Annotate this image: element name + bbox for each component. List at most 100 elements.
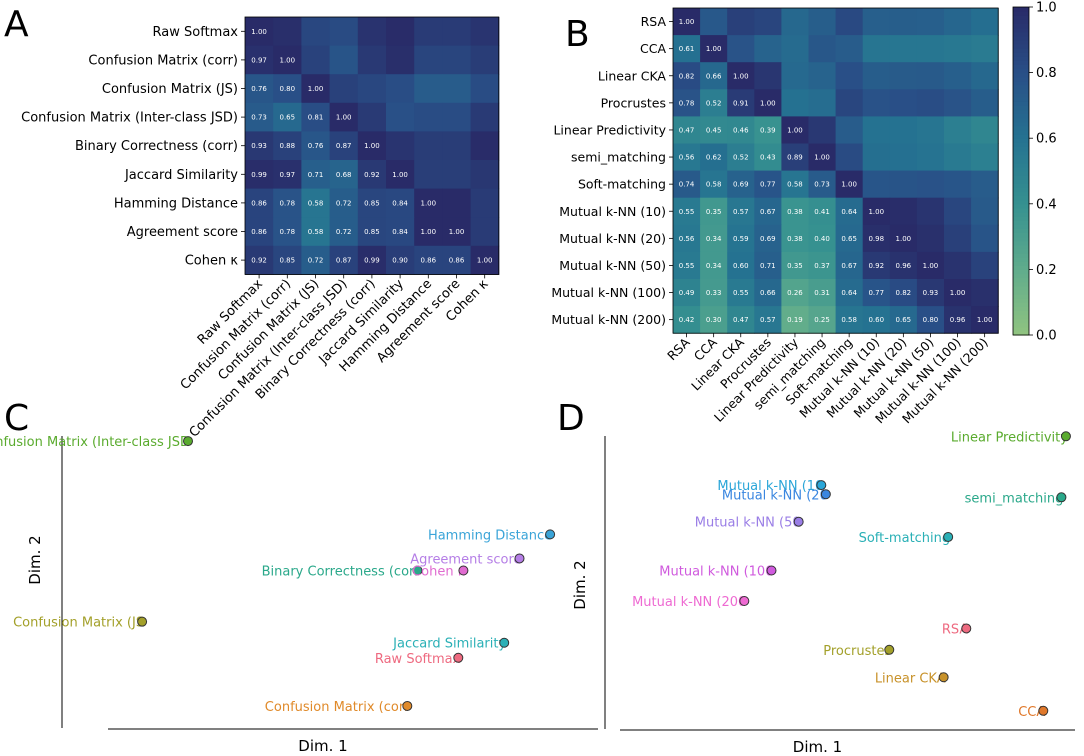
heatmap-a-cell-label: 0.78 <box>280 228 296 236</box>
colorbar-segment <box>1013 162 1029 168</box>
colorbar-tick-label: 0.8 <box>1036 66 1057 81</box>
colorbar-segment <box>1013 314 1029 320</box>
heatmap-b-cell <box>916 279 945 307</box>
heatmap-b-cell <box>727 143 755 172</box>
heatmap-a-cell <box>357 160 387 190</box>
heatmap-b-cell <box>835 35 864 63</box>
heatmap-b-cell <box>700 197 728 226</box>
heatmap-b-cell <box>889 8 918 36</box>
heatmap-b-cell <box>862 89 891 117</box>
heatmap-b-cell-label: 0.26 <box>787 289 803 297</box>
scatter-c-point <box>137 616 148 627</box>
scatter-d-point-label: Soft-matching <box>859 531 951 546</box>
colorbar-segment <box>1013 48 1029 53</box>
scatter-c-point <box>458 565 469 576</box>
scatter-d-point <box>938 672 949 683</box>
heatmap-a-cell <box>470 102 500 132</box>
heatmap-b-cell-label: 0.19 <box>787 316 803 324</box>
colorbar-segment <box>1013 224 1029 229</box>
heatmap-a-cell <box>386 131 415 161</box>
colorbar-segment <box>1013 277 1029 283</box>
heatmap-b-cell-label: 0.57 <box>733 208 749 216</box>
heatmap-b-cell-label: 0.61 <box>679 45 695 53</box>
heatmap-b-row-label: Mutual k-NN (50) <box>559 258 666 273</box>
heatmap-a-cell-label: 0.72 <box>336 228 352 236</box>
colorbar-segment <box>1013 330 1029 336</box>
heatmap-b-cell <box>889 224 918 253</box>
heatmap-b-row-label: semi_matching <box>571 150 666 165</box>
colorbar-segment <box>1013 89 1029 94</box>
heatmap-b-cell <box>862 197 891 226</box>
scatter-c-xlabel: Dim. 1 <box>298 737 347 755</box>
scatter-c-point-label: Cohen κ <box>412 565 466 580</box>
colorbar-segment <box>1013 35 1029 41</box>
heatmap-a-row-label: Jaccard Similarity <box>124 168 238 183</box>
heatmap-b-cell <box>727 279 755 307</box>
colorbar-segment <box>1013 179 1029 184</box>
scatter-d-point <box>739 596 750 606</box>
heatmap-a-cell-label: 1.00 <box>421 199 437 207</box>
heatmap-b-cell <box>862 62 891 90</box>
colorbar-segment <box>1013 76 1029 82</box>
heatmap-a-cell-label: 1.00 <box>477 257 493 265</box>
heatmap-b-col-label: RSA <box>664 334 693 363</box>
heatmap-a-cell <box>301 245 331 275</box>
scatter-c-point-label: Confusion Matrix (JS <box>13 616 144 631</box>
heatmap-a-cell-label: 1.00 <box>364 142 380 150</box>
heatmap-a-cell <box>329 17 359 47</box>
colorbar-segment <box>1013 15 1029 20</box>
colorbar-segment <box>1013 253 1029 258</box>
colorbar-segment <box>1013 158 1029 164</box>
colorbar-segment <box>1013 19 1029 24</box>
heatmap-a-cell-label: 1.00 <box>421 228 437 236</box>
heatmap-a-cell-label: 0.71 <box>308 171 324 179</box>
heatmap-b-cell <box>835 62 864 90</box>
colorbar-tick-label: 0.0 <box>1036 329 1057 344</box>
colorbar-segment <box>1013 113 1029 119</box>
colorbar-segment <box>1013 183 1029 188</box>
heatmap-a-cell <box>386 188 415 218</box>
heatmap-a-cell <box>245 188 274 218</box>
heatmap-b-cell <box>944 224 972 253</box>
colorbar-segment <box>1013 68 1029 74</box>
heatmap-b-cell <box>754 35 782 63</box>
heatmap-b-cell <box>971 143 999 172</box>
heatmap-b-cell <box>889 251 918 280</box>
colorbar-frame <box>1012 6 1030 336</box>
heatmap-a-cell-label: 0.84 <box>392 228 408 236</box>
heatmap-b-cell <box>754 224 782 253</box>
heatmap-a-cell <box>470 131 500 161</box>
heatmap-a-cell-label: 0.85 <box>280 257 296 265</box>
heatmap-b-cell <box>971 306 999 334</box>
heatmap-a-cell-label: 0.90 <box>392 257 408 265</box>
heatmap-b-cell <box>808 89 837 117</box>
heatmap-b-cell <box>673 279 701 307</box>
heatmap-a-row-label: Raw Softmax <box>153 25 239 40</box>
heatmap-a-cell <box>357 45 387 75</box>
colorbar-segment <box>1013 285 1029 291</box>
heatmap-b-cell <box>862 170 891 199</box>
heatmap-b-row-label: Linear CKA <box>598 68 667 83</box>
heatmap-b-cell-label: 0.35 <box>706 208 722 216</box>
heatmap-a-cell-label: 0.86 <box>421 257 437 265</box>
heatmap-b-cell <box>673 116 701 144</box>
colorbar-segment <box>1013 187 1029 193</box>
heatmap-b-cell-label: 1.00 <box>679 18 695 26</box>
scatter-d-point-label: Mutual k-NN (50 <box>695 516 801 531</box>
scatter-c-point <box>183 436 193 447</box>
heatmap-b-cell-label: 0.60 <box>868 316 884 324</box>
heatmap-a-cell <box>329 217 359 247</box>
heatmap-a-cell <box>414 17 443 47</box>
colorbar-tick-label: 1.0 <box>1036 1 1057 16</box>
heatmap-b-cell-label: 0.38 <box>787 235 803 243</box>
heatmap-a-cell <box>273 74 302 104</box>
heatmap-b-cell-label: 0.34 <box>706 262 722 270</box>
scatter-c-point <box>402 700 413 711</box>
heatmap-b-cell <box>727 306 755 334</box>
heatmap-a-cell-label: 0.87 <box>336 257 352 265</box>
colorbar-segment <box>1013 322 1029 328</box>
heatmap-b-cell <box>916 143 945 172</box>
heatmap-b-cell <box>673 306 701 334</box>
heatmap-b-cell <box>835 306 864 334</box>
heatmap-a-cell-label: 1.00 <box>251 28 267 36</box>
